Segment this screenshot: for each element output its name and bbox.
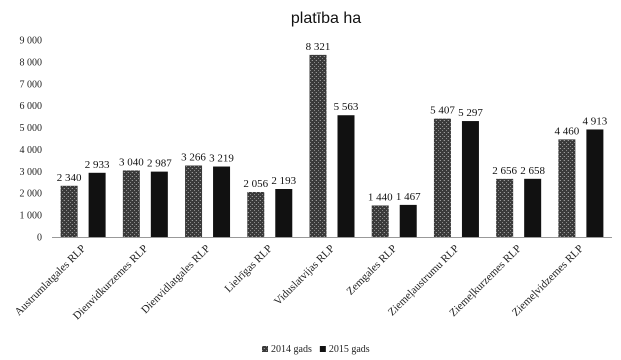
data-label: 2 987	[147, 158, 172, 170]
legend-label: 2014 gads	[271, 344, 312, 355]
y-tick-label: 5 000	[20, 123, 43, 134]
legend-swatch	[262, 346, 268, 352]
data-label: 2 340	[57, 172, 82, 184]
y-tick-label: 4 000	[20, 145, 43, 156]
data-label: 2 656	[492, 165, 517, 177]
data-label: 2 056	[243, 178, 268, 190]
y-tick-label: 0	[37, 233, 42, 244]
legend-swatch	[319, 346, 326, 352]
data-label: 5 407	[430, 105, 455, 117]
bar	[213, 166, 231, 237]
bar	[60, 185, 78, 237]
y-tick-label: 8 000	[20, 57, 43, 68]
bar	[399, 204, 417, 237]
bar	[558, 139, 576, 237]
x-tick-label: Viduslatvijas RLP	[272, 243, 337, 308]
x-tick-label: Lielrīgas RLP	[223, 243, 275, 295]
data-label: 1 467	[396, 191, 421, 203]
data-label: 4 460	[555, 125, 580, 137]
chart-title: platība ha	[291, 10, 361, 27]
bars	[60, 54, 604, 238]
bar	[461, 121, 479, 237]
data-label: 2 193	[271, 175, 296, 187]
legend-label: 2015 gads	[329, 344, 370, 355]
data-label: 4 913	[583, 115, 608, 127]
bar	[309, 54, 327, 238]
data-label: 5 563	[334, 101, 359, 113]
data-label: 8 321	[306, 41, 331, 53]
x-tick-label: Ziemeļvidzemes RLP	[510, 243, 586, 319]
data-label: 5 297	[458, 107, 483, 119]
bar	[150, 171, 168, 237]
bar	[122, 170, 140, 237]
bar	[586, 129, 604, 237]
data-label: 3 266	[181, 152, 206, 164]
y-tick-label: 2 000	[20, 189, 43, 200]
data-label: 2 933	[85, 159, 110, 171]
data-label: 1 440	[368, 191, 393, 203]
y-tick-label: 7 000	[20, 79, 43, 90]
bar	[275, 188, 293, 237]
x-tick-label: Dienvidlatgales RLP	[139, 243, 213, 317]
bar	[337, 115, 355, 237]
bar	[185, 165, 203, 237]
bar	[524, 178, 542, 237]
data-label: 3 040	[119, 156, 144, 168]
y-tick-label: 3 000	[20, 167, 43, 178]
legend: 2014 gads 2015 gads	[262, 344, 370, 355]
bar	[496, 178, 514, 237]
data-label: 3 219	[209, 153, 234, 165]
y-tick-label: 1 000	[20, 211, 43, 222]
bar	[433, 118, 451, 237]
y-axis: 0 1 000 2 000 3 000 4 000 5 000 6 000 7 000 8 00…	[20, 36, 43, 244]
bar	[371, 205, 389, 237]
y-tick-label: 9 000	[20, 36, 43, 47]
bar	[247, 191, 265, 237]
bar	[88, 172, 106, 237]
x-tick-label: Zemgales RLP	[344, 243, 399, 298]
data-label: 2 658	[520, 165, 545, 177]
y-tick-label: 6 000	[20, 101, 43, 112]
